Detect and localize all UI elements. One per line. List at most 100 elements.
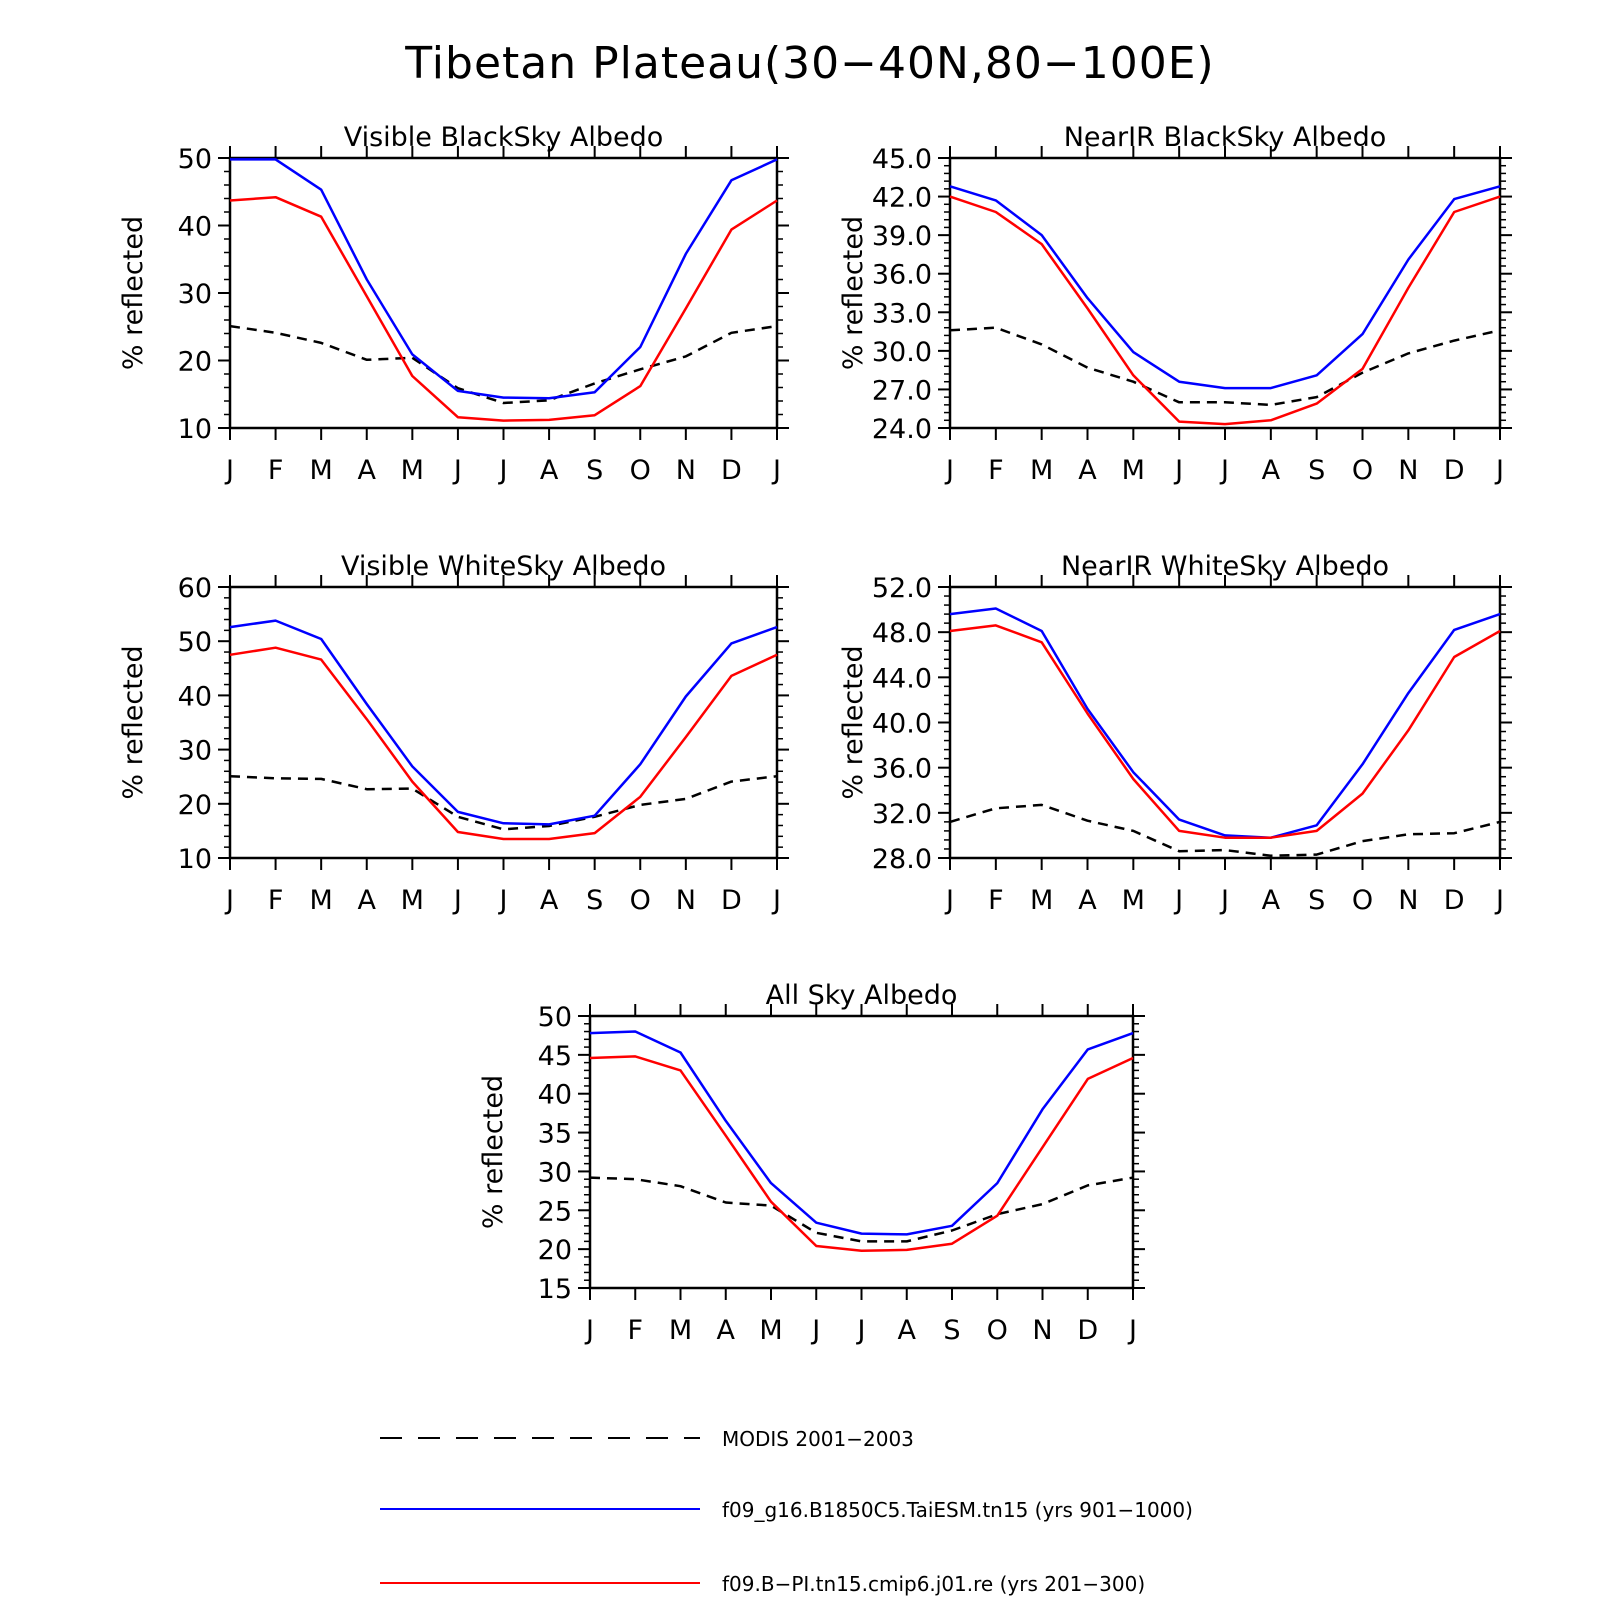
series-line-modis: [589, 1176, 1134, 1243]
x-tick-label: M: [1122, 455, 1145, 486]
series-line-taiesm: [589, 1030, 1134, 1236]
chart-nearir-blacksky: NearIR BlackSky Albedo% reflected24.027.…: [838, 122, 1512, 486]
y-tick-label: 36.0: [872, 754, 932, 785]
y-tick-label: 10: [178, 844, 212, 875]
y-tick-label: 60: [178, 573, 212, 604]
x-tick-label: A: [1078, 455, 1097, 486]
x-tick-label: S: [1308, 455, 1325, 486]
x-tick-label: A: [717, 1315, 736, 1346]
x-tick-label: O: [1352, 455, 1373, 486]
y-axis-label: % reflected: [838, 645, 869, 799]
plot-frame: [228, 585, 779, 860]
x-tick-label: J: [452, 885, 462, 916]
y-tick-label: 50: [538, 1002, 572, 1033]
y-axis-label: % reflected: [838, 216, 869, 370]
y-tick-label: 30: [538, 1157, 572, 1188]
x-tick-label: F: [268, 455, 284, 486]
x-tick-label: M: [759, 1315, 782, 1346]
x-tick-label: J: [1494, 885, 1504, 916]
x-tick-label: A: [540, 455, 559, 486]
series-line-modis: [949, 803, 1501, 857]
y-axis-label: % reflected: [478, 1075, 509, 1229]
y-tick-label: 20: [178, 347, 212, 378]
series-line-cmip6: [589, 1055, 1134, 1252]
x-tick-label: J: [452, 455, 462, 486]
x-tick-label: M: [310, 885, 333, 916]
series-line-taiesm: [229, 619, 778, 826]
legend: MODIS 2001−2003 f09_g16.B1850C5.TaiESM.t…: [380, 1427, 1193, 1596]
x-tick-label: N: [676, 885, 696, 916]
y-tick-label: 30.0: [872, 337, 932, 368]
x-tick-label: J: [1219, 885, 1229, 916]
y-tick-label: 28.0: [872, 844, 932, 875]
y-tick-label: 25: [538, 1196, 572, 1227]
y-tick-label: 40.0: [872, 709, 932, 740]
y-tick-label: 50: [178, 627, 212, 658]
x-tick-label: O: [1352, 885, 1373, 916]
x-tick-label: A: [358, 455, 377, 486]
x-tick-label: M: [1122, 885, 1145, 916]
y-tick-label: 33.0: [872, 298, 932, 329]
x-tick-label: M: [1030, 455, 1053, 486]
y-tick-label: 45.0: [872, 144, 932, 175]
series-line-taiesm: [949, 185, 1501, 390]
x-tick-label: S: [943, 1315, 960, 1346]
x-tick-label: M: [669, 1315, 692, 1346]
y-axis-label: % reflected: [118, 216, 149, 370]
y-tick-label: 20: [178, 790, 212, 821]
y-tick-label: 40: [538, 1080, 572, 1111]
figure-title: Tibetan Plateau(30−40N,80−100E): [404, 38, 1214, 89]
x-tick-label: J: [810, 1315, 820, 1346]
x-tick-label: D: [1444, 455, 1465, 486]
y-tick-label: 44.0: [872, 663, 932, 694]
chart-nearir-whitesky: NearIR WhiteSky Albedo% reflected28.032.…: [838, 551, 1512, 916]
series-line-taiesm: [230, 158, 778, 400]
x-tick-label: N: [676, 455, 696, 486]
x-tick-label: J: [584, 1315, 594, 1346]
y-tick-label: 30: [178, 279, 212, 310]
series-line-modis: [229, 324, 778, 405]
x-tick-label: J: [856, 1315, 866, 1346]
y-tick-label: 50: [178, 144, 212, 175]
x-tick-label: O: [630, 885, 651, 916]
y-tick-label: 36.0: [872, 260, 932, 291]
legend-label-taiesm: f09_g16.B1850C5.TaiESM.tn15 (yrs 901−100…: [722, 1498, 1193, 1522]
x-tick-label: N: [1398, 455, 1418, 486]
x-tick-label: J: [1494, 455, 1504, 486]
plot-frame: [588, 1014, 1135, 1290]
legend-label-cmip6: f09.B−PI.tn15.cmip6.j01.re (yrs 201−300): [722, 1572, 1145, 1596]
x-tick-label: A: [1078, 885, 1097, 916]
y-tick-label: 40: [178, 212, 212, 243]
x-tick-label: D: [721, 885, 742, 916]
x-tick-label: F: [988, 455, 1004, 486]
y-tick-label: 52.0: [872, 573, 932, 604]
x-tick-label: A: [1262, 455, 1281, 486]
x-tick-label: M: [401, 455, 424, 486]
y-tick-label: 27.0: [872, 375, 932, 406]
x-tick-label: A: [1262, 885, 1281, 916]
x-tick-label: M: [310, 455, 333, 486]
x-tick-label: D: [721, 455, 742, 486]
x-tick-label: O: [630, 455, 651, 486]
series-line-modis: [229, 774, 778, 831]
series-line-cmip6: [949, 624, 1501, 839]
x-tick-label: N: [1032, 1315, 1052, 1346]
chart-visible-blacksky: Visible BlackSky Albedo% reflected102030…: [118, 122, 789, 486]
x-tick-label: J: [224, 885, 234, 916]
x-tick-label: A: [540, 885, 559, 916]
x-tick-label: F: [627, 1315, 643, 1346]
chart-all-sky: All Sky Albedo% reflected152025303540455…: [478, 980, 1145, 1346]
x-tick-label: J: [1219, 455, 1229, 486]
series-line-taiesm: [949, 607, 1501, 839]
x-tick-label: J: [1127, 1315, 1137, 1346]
x-tick-label: F: [268, 885, 284, 916]
x-tick-label: D: [1077, 1315, 1098, 1346]
y-axis-label: % reflected: [118, 645, 149, 799]
x-tick-label: J: [944, 455, 954, 486]
x-tick-label: J: [224, 455, 234, 486]
x-tick-label: D: [1444, 885, 1465, 916]
x-tick-label: J: [1173, 455, 1183, 486]
y-tick-label: 20: [538, 1235, 572, 1266]
y-tick-label: 10: [178, 414, 212, 445]
